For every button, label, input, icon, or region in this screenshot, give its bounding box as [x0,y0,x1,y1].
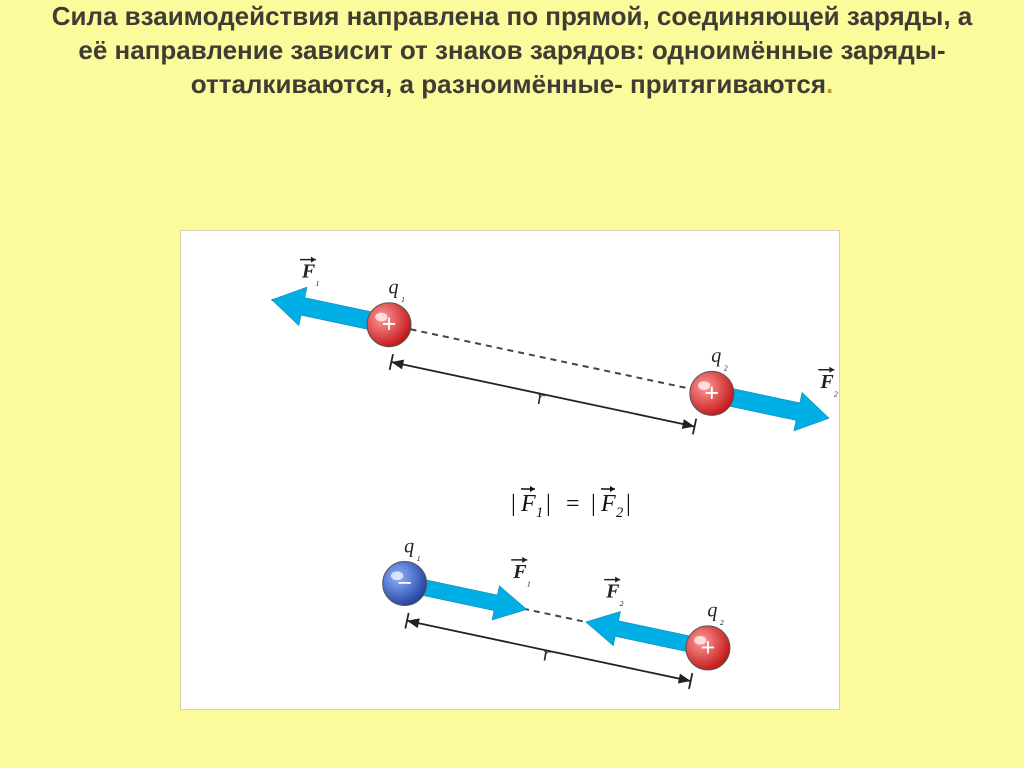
charge-label: q [711,345,721,367]
svg-text:F: F [512,561,527,583]
slide-page: Сила взаимодействия направлена по прямой… [0,0,1024,768]
highlight [391,571,403,580]
svg-text:|: | [591,491,596,517]
svg-text:F: F [600,491,616,517]
force-label: F₁ [511,557,531,587]
svg-text:₂: ₂ [619,592,624,607]
svg-text:F: F [301,261,316,283]
charge-label: q [707,600,717,622]
svg-text:₁: ₁ [526,572,531,587]
page-title: Сила взаимодействия направлена по прямой… [0,0,1024,111]
dashed-line [411,329,691,388]
force-label: F₁ [300,257,320,287]
charge-label: q [389,276,399,298]
dim-arrowhead [678,674,691,684]
svg-text:2: 2 [616,505,623,521]
dim-label: r [537,387,545,409]
svg-text:F: F [819,371,834,393]
svg-text:F: F [520,491,536,517]
physics-diagram: r++F₁F₂q₁q₂r−+F₁F₂q₁q₂|F1|=|F2| [180,230,840,710]
svg-text:|: | [626,491,631,517]
svg-text:|: | [546,491,551,517]
highlight [375,313,387,322]
highlight [694,636,706,645]
svg-text:F: F [605,581,620,603]
svg-text:|: | [511,491,516,517]
svg-text:₁: ₁ [315,272,320,287]
force-label: F₂ [604,577,624,607]
formula: |F1|=|F2| [511,486,631,521]
dim-arrowhead [407,618,420,628]
svg-text:=: = [566,491,580,517]
diagram-svg: r++F₁F₂q₁q₂r−+F₁F₂q₁q₂|F1|=|F2| [181,231,841,711]
svg-text:₂: ₂ [719,611,724,626]
svg-text:₁: ₁ [401,287,406,302]
dim-label: r [543,644,551,666]
highlight [698,381,710,390]
svg-text:₂: ₂ [723,356,728,371]
svg-text:1: 1 [536,505,543,521]
svg-text:₁: ₁ [416,546,421,561]
trailing-dot: . [826,69,833,99]
force-label: F₂ [818,367,838,397]
dim-arrowhead [682,419,695,429]
dim-arrowhead [391,360,404,370]
svg-text:₂: ₂ [833,382,838,397]
charge-label: q [404,535,414,557]
